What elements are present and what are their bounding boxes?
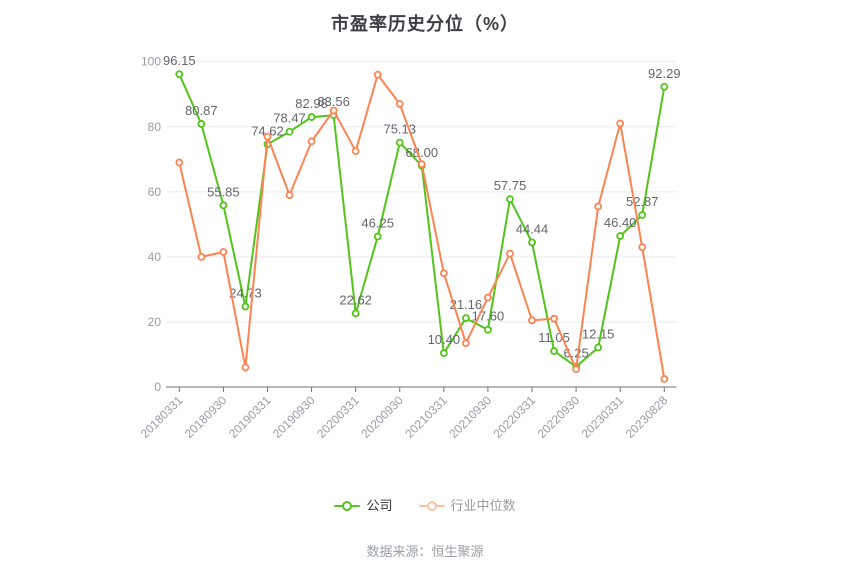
industry-data-point[interactable]: [175, 158, 184, 167]
company-point-value-label: 11.05: [538, 330, 570, 345]
industry-data-point[interactable]: [506, 249, 514, 258]
x-axis-label: 20180331: [138, 393, 186, 441]
company-point-value-label: 78.47: [273, 111, 306, 126]
x-axis-label: 20210331: [402, 393, 450, 441]
company-point-value-label: 52.87: [626, 194, 659, 209]
industry-data-point[interactable]: [351, 147, 360, 156]
company-point-value-label: 80.87: [185, 103, 218, 118]
company-legend-label: 公司: [366, 498, 393, 513]
industry-data-point[interactable]: [484, 293, 492, 302]
industry-data-point[interactable]: [439, 269, 448, 278]
x-axis-label: 20190331: [226, 393, 274, 441]
industry-data-point[interactable]: [594, 202, 603, 211]
industry-data-point[interactable]: [307, 137, 316, 146]
company-data-point[interactable]: [660, 82, 669, 91]
company-data-point[interactable]: [241, 302, 250, 311]
x-axis-label: 20210930: [446, 393, 494, 441]
company-data-point[interactable]: [219, 201, 228, 210]
company-point-value-label: 74.62: [251, 123, 284, 138]
chart-title: 市盈率历史分位（%）: [330, 14, 519, 34]
industry-data-point[interactable]: [329, 106, 338, 115]
company-data-point[interactable]: [351, 309, 360, 318]
company-data-point[interactable]: [461, 314, 470, 323]
y-axis-label: 100: [141, 55, 161, 69]
company-series-legend-marker: [334, 501, 361, 511]
industry-data-point[interactable]: [373, 70, 382, 79]
x-axis-label: 20200930: [358, 393, 406, 441]
x-axis-label: 20220930: [535, 393, 583, 441]
x-axis-label: 20190930: [270, 393, 318, 441]
legend: 公司 行业中位数: [0, 497, 850, 515]
industry-data-point[interactable]: [219, 248, 228, 256]
company-data-point[interactable]: [373, 232, 382, 241]
y-axis-label: 80: [148, 120, 162, 134]
company-point-value-label: 57.75: [494, 178, 527, 193]
company-point-value-label: 44.44: [516, 221, 549, 236]
x-axis-label: 20180930: [182, 393, 230, 441]
company-legend-dot-icon: [342, 501, 353, 511]
legend-item-company[interactable]: 公司: [334, 498, 393, 514]
company-point-value-label: 55.85: [207, 184, 240, 199]
industry-data-point[interactable]: [417, 160, 426, 169]
industry-data-point[interactable]: [197, 252, 206, 261]
company-data-point[interactable]: [285, 127, 294, 136]
industry-data-point[interactable]: [572, 365, 581, 374]
company-data-point[interactable]: [175, 70, 184, 79]
company-point-value-label: 12.15: [582, 326, 615, 341]
x-axis-label: 20230331: [579, 393, 627, 441]
company-series-line: [178, 73, 666, 368]
company-data-point[interactable]: [638, 211, 647, 219]
company-point-value-label: 82.98: [295, 96, 328, 111]
line-chart: 0 20 40 60 80 100 2018033120180930201903312019…: [138, 53, 681, 441]
y-axis-label: 0: [154, 380, 161, 394]
company-data-point[interactable]: [395, 138, 404, 147]
industry-data-point[interactable]: [241, 363, 250, 372]
company-point-value-label: 68.00: [406, 145, 439, 160]
industry-data-point[interactable]: [285, 191, 294, 199]
company-point-value-label: 22.62: [339, 292, 372, 307]
industry-legend-dot-icon: [426, 501, 437, 511]
y-axis-label: 40: [148, 250, 162, 264]
company-data-point[interactable]: [550, 347, 558, 355]
industry-data-point[interactable]: [638, 243, 647, 252]
company-point-value-label: 46.40: [604, 215, 637, 230]
x-axis-label: 20220331: [490, 393, 538, 441]
company-data-point[interactable]: [528, 238, 536, 247]
industry-data-point[interactable]: [550, 314, 558, 323]
company-data-point[interactable]: [307, 113, 316, 121]
x-axis-label: 20230828: [623, 393, 671, 441]
legend-item-industry-median[interactable]: 行业中位数: [418, 498, 516, 514]
company-point-value-label: 92.29: [648, 66, 681, 81]
x-axis-label: 20200331: [314, 393, 362, 441]
company-point-value-label: 10.40: [428, 332, 461, 347]
industry-series-legend-marker: [418, 501, 445, 511]
industry-data-point[interactable]: [660, 374, 669, 383]
company-point-value-label: 46.25: [361, 216, 394, 231]
y-axis-label: 60: [148, 185, 162, 199]
company-data-point[interactable]: [484, 325, 492, 334]
industry-data-point[interactable]: [616, 119, 625, 128]
company-data-point[interactable]: [197, 120, 206, 128]
company-point-value-label: 24.73: [229, 286, 262, 301]
industry-data-point[interactable]: [263, 132, 272, 141]
company-data-point[interactable]: [439, 349, 448, 358]
company-data-point[interactable]: [616, 232, 625, 240]
data-source-note: 数据来源：恒生聚源: [366, 544, 484, 559]
industry-data-point[interactable]: [461, 339, 470, 347]
industry-data-point[interactable]: [528, 316, 536, 325]
y-axis-label: 20: [148, 315, 162, 329]
company-data-point[interactable]: [506, 195, 514, 204]
company-data-point[interactable]: [594, 343, 603, 352]
industry-legend-label: 行业中位数: [450, 498, 516, 513]
company-point-value-label: 96.15: [163, 53, 196, 68]
company-point-value-label: 83.56: [317, 94, 350, 109]
industry-data-point[interactable]: [395, 100, 404, 108]
company-point-value-label: 21.16: [450, 297, 483, 312]
